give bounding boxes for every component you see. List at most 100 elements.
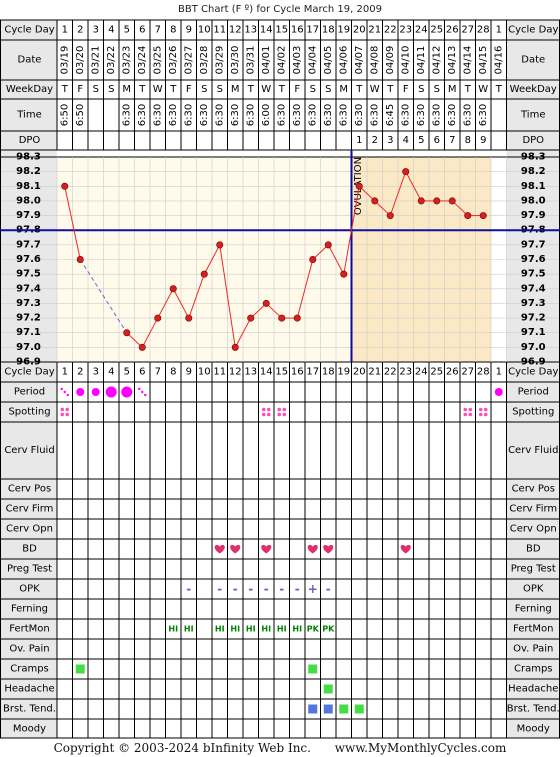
y-tick-label: 97.0 xyxy=(16,342,41,353)
weekday-cell: W xyxy=(478,84,488,95)
weekday-cell: T xyxy=(355,84,363,95)
y-tick-label-right: 97.9 xyxy=(521,210,546,221)
brst-tend-mark xyxy=(323,704,333,714)
dpo-cell: 9 xyxy=(480,135,486,146)
label-cramps: Cramps xyxy=(10,664,49,675)
cycle-day-cell: 14 xyxy=(260,367,273,378)
label-preg-test: Preg Test xyxy=(7,564,52,575)
fertmon-mark: PK xyxy=(322,625,335,634)
period-mark xyxy=(121,386,133,398)
fertmon-mark: HI xyxy=(261,625,271,634)
date-cell: 03/27 xyxy=(183,46,194,75)
cycle-day-cell: 9 xyxy=(186,367,192,378)
period-light-mark xyxy=(60,387,63,391)
cycle-day-cell: 17 xyxy=(306,367,319,378)
y-tick-label: 98.2 xyxy=(16,166,41,177)
cycle-day-cell: 4 xyxy=(108,25,114,36)
label-moody: Moody xyxy=(13,724,46,735)
cramps-mark xyxy=(308,664,318,674)
temp-line xyxy=(389,171,407,216)
time-cell: 6:30 xyxy=(276,104,287,126)
date-cell: 03/25 xyxy=(152,46,163,75)
temp-line xyxy=(141,317,159,348)
label-fertmon: FertMon xyxy=(9,624,49,635)
label-period: Period xyxy=(14,387,45,398)
opk-mark: - xyxy=(233,582,238,596)
cycle-day-cell: 1 xyxy=(62,25,68,36)
temp-point xyxy=(340,270,348,278)
time-cell: 6:30 xyxy=(214,104,225,126)
label-fertmon-right: FertMon xyxy=(513,624,553,635)
cycle-day-cell: 11 xyxy=(213,367,226,378)
spotting-mark xyxy=(60,407,65,412)
label-cramps-right: Cramps xyxy=(514,664,553,675)
cramps-mark xyxy=(75,664,85,674)
weekday-cell: S xyxy=(310,84,316,95)
headache-mark xyxy=(323,684,333,694)
fertmon-mark: HI xyxy=(292,625,302,634)
temp-point xyxy=(262,299,270,307)
cycle-day-cell: 15 xyxy=(275,367,288,378)
temp-line xyxy=(203,244,221,275)
y-tick-label-right: 97.0 xyxy=(521,342,546,353)
temp-line xyxy=(126,332,143,348)
y-tick-label: 97.5 xyxy=(16,269,41,280)
weekday-cell: S xyxy=(93,84,99,95)
cycle-day-cell: 23 xyxy=(399,367,412,378)
label-cerv-pos: Cerv Pos xyxy=(8,484,51,495)
temp-point xyxy=(293,314,301,322)
y-tick-label-right: 98.0 xyxy=(521,195,546,206)
label-opk: OPK xyxy=(19,584,40,595)
y-tick-label-right: 97.2 xyxy=(521,313,546,324)
temp-point xyxy=(123,329,131,337)
cycle-day-cell: 3 xyxy=(93,25,99,36)
opk-mark: - xyxy=(279,582,284,596)
temp-point xyxy=(231,343,239,351)
temp-line xyxy=(219,244,236,348)
site-link[interactable]: www.MyMonthlyCycles.com xyxy=(334,741,507,755)
date-cell: 04/05 xyxy=(323,46,334,75)
time-cell: 6:30 xyxy=(431,104,442,126)
temp-point xyxy=(371,197,379,205)
cycle-day-cell: 19 xyxy=(337,367,350,378)
weekday-cell: W xyxy=(370,84,380,95)
label-bd: BD xyxy=(22,544,37,555)
time-cell: 6:30 xyxy=(292,104,303,126)
spotting-mark xyxy=(65,407,70,412)
temp-point xyxy=(154,314,162,322)
temp-point xyxy=(417,197,425,205)
label-ferning-right: Ferning xyxy=(515,604,552,615)
date-cell: 04/16 xyxy=(493,46,504,75)
cycle-day-cell: 13 xyxy=(244,367,257,378)
cycle-day-cell: 18 xyxy=(322,25,335,36)
weekday-cell: F xyxy=(186,84,192,95)
date-cell: 04/06 xyxy=(338,46,349,75)
label-weekday: WeekDay xyxy=(6,84,53,95)
weekday-cell: S xyxy=(418,84,424,95)
temp-point xyxy=(324,241,332,249)
chart-title: BBT Chart (F º) for Cycle March 19, 2009 xyxy=(178,4,382,15)
temp-line xyxy=(157,288,174,319)
temp-point xyxy=(386,212,394,220)
y-tick-label: 98.1 xyxy=(16,181,41,192)
spotting-mark xyxy=(277,407,282,412)
date-cell: 03/24 xyxy=(137,46,148,75)
weekday-cell: T xyxy=(464,84,472,95)
date-cell: 03/21 xyxy=(90,46,101,75)
date-cell: 03/28 xyxy=(199,46,210,75)
temp-line xyxy=(172,288,190,319)
label-cycle-day-right: Cycle Day xyxy=(508,25,558,36)
cycle-day-cell: 19 xyxy=(337,25,350,36)
weekday-cell: T xyxy=(386,84,394,95)
spotting-mark xyxy=(463,407,468,412)
copyright-text: Copyright © 2003-2024 bInfinity Web Inc. xyxy=(53,741,311,755)
cycle-day-cell: 15 xyxy=(275,25,288,36)
time-cell: 6:00 xyxy=(261,104,272,126)
cycle-day-cell: 18 xyxy=(322,367,335,378)
header-area xyxy=(57,20,507,150)
label-headache-right: Headache xyxy=(508,684,558,695)
date-cell: 03/29 xyxy=(214,46,225,75)
date-cell: 03/31 xyxy=(245,46,256,75)
cycle-day-cell: 1 xyxy=(496,25,502,36)
dpo-cell: 4 xyxy=(403,135,409,146)
